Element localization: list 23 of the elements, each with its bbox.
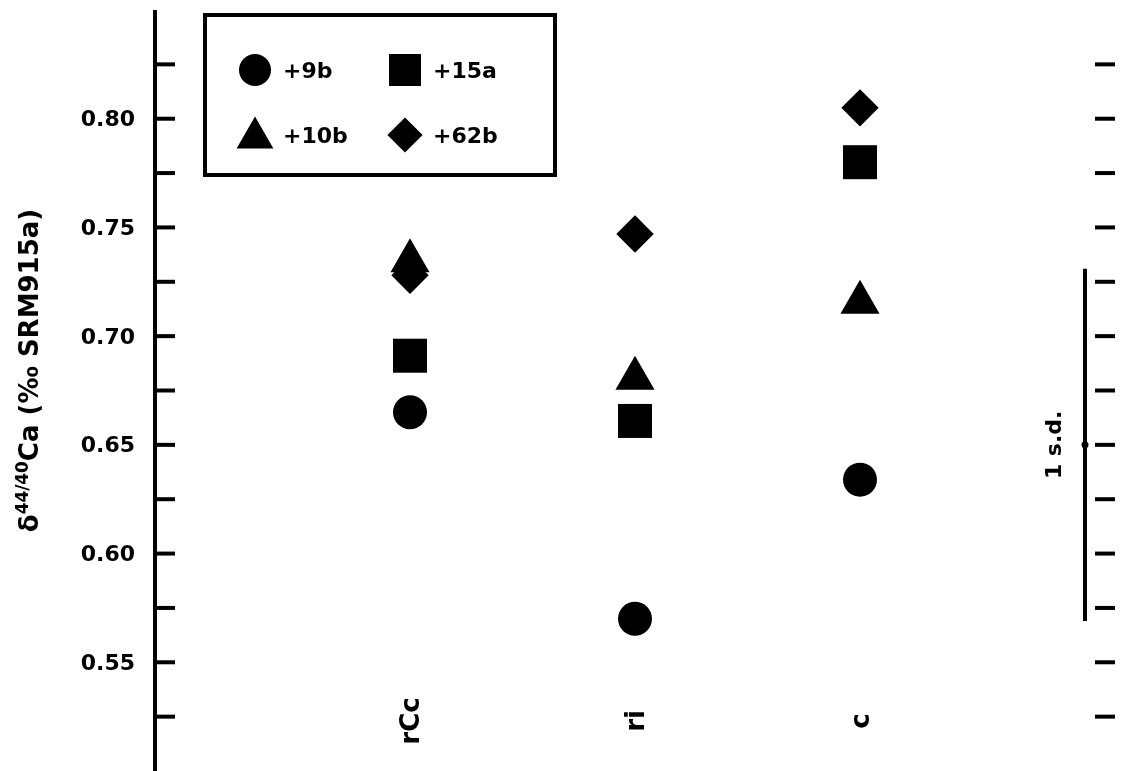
y-tick-label: 0.65 (80, 432, 135, 458)
point (393, 338, 427, 373)
y-tick-label: 0.55 (80, 649, 135, 675)
point (843, 145, 877, 180)
x-tick-label: ri (620, 710, 650, 732)
legend-label: +9b (283, 57, 333, 83)
point (618, 403, 652, 438)
point (618, 601, 652, 636)
annotation: 1 s.d. (1040, 410, 1066, 480)
point (843, 462, 877, 497)
y-tick-label: 0.75 (80, 214, 135, 240)
point (1081, 441, 1089, 449)
point (616, 215, 654, 253)
point (841, 89, 879, 127)
legend-label: +62b (433, 122, 498, 148)
y-tick-label: 0.60 (80, 541, 135, 567)
y-tick-label: 0.70 (80, 323, 135, 349)
y-tick-label: 0.80 (80, 106, 135, 132)
legend-label: +15a (433, 57, 497, 83)
point (393, 395, 427, 430)
legend-label: +10b (283, 122, 348, 148)
x-tick-label: c (845, 713, 875, 729)
x-tick-label: rCc (395, 697, 425, 745)
